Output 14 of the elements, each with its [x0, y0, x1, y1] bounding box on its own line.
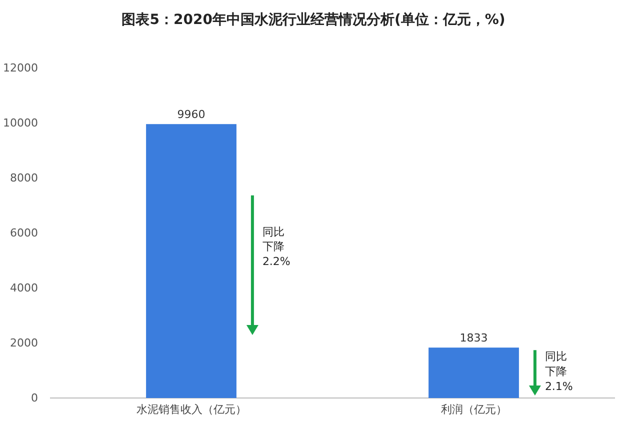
- y-tick-label: 8000: [10, 172, 38, 185]
- chart-title: 图表5：2020年中国水泥行业经营情况分析(单位：亿元，%): [122, 12, 506, 28]
- x-tick-label: 水泥销售收入（亿元）: [136, 403, 246, 416]
- y-tick-label: 0: [31, 392, 38, 405]
- data-label: 9960: [177, 108, 206, 122]
- y-tick-label: 2000: [10, 336, 38, 350]
- x-tick-label: 利润（亿元）: [440, 403, 507, 416]
- y-tick-label: 12000: [3, 62, 38, 75]
- y-tick-label: 10000: [3, 116, 38, 130]
- annotation: 同比下降2.1%: [544, 350, 573, 393]
- y-tick-label: 4000: [10, 282, 38, 295]
- data-label: 1833: [460, 332, 488, 345]
- y-tick-label: 6000: [10, 226, 38, 240]
- annotation: 同比下降2.2%: [262, 225, 290, 268]
